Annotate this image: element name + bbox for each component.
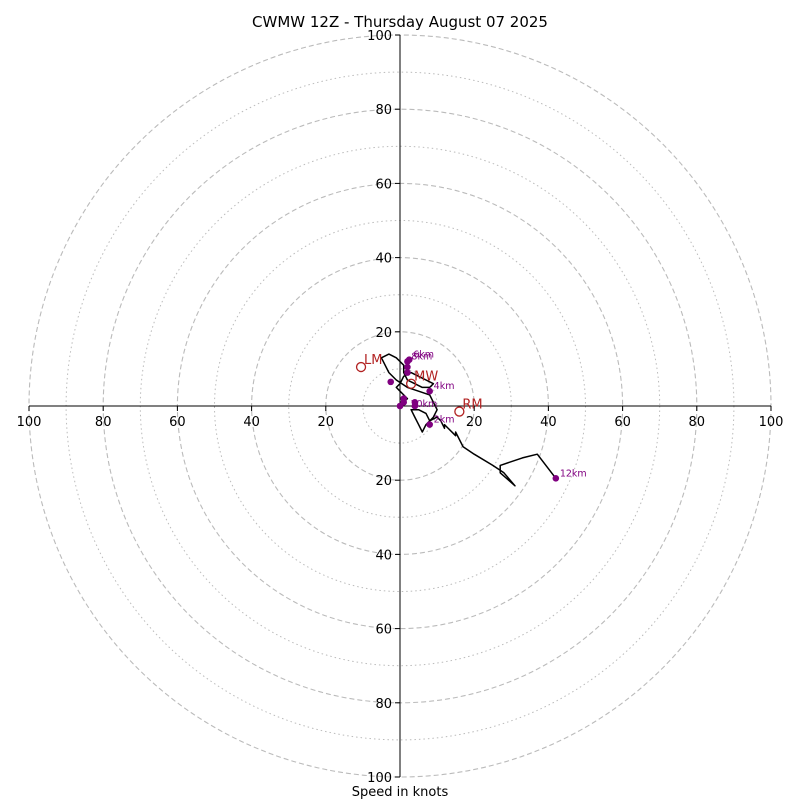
height-marker-label: 2km	[434, 415, 455, 426]
height-marker-point	[426, 421, 433, 428]
wind-trace	[380, 353, 557, 487]
y-tick-label: 60	[375, 623, 392, 638]
y-tick-label: 40	[375, 252, 392, 267]
chart-title: CWMW 12Z - Thursday August 07 2025	[252, 13, 548, 31]
height-marker-point	[426, 387, 433, 395]
storm-motion-markers: LM RM MW	[355, 353, 483, 417]
x-axis-label: Speed in knots	[352, 785, 449, 800]
height-marker-point	[405, 356, 413, 363]
y-tick-label: 60	[375, 177, 392, 192]
storm-motion-label: RM	[462, 398, 482, 413]
x-tick-label: 20	[318, 415, 335, 430]
height-marker-point	[404, 369, 411, 376]
x-tick-label: 40	[540, 415, 557, 430]
y-tick-label: 20	[375, 474, 392, 489]
y-tick-label: 80	[375, 103, 392, 118]
x-tick-label: 60	[614, 415, 631, 430]
height-marker-point	[552, 475, 560, 482]
storm-motion-point	[355, 361, 367, 373]
y-tick-label: 100	[367, 771, 392, 786]
axis-ticks: 100 100 80 80 60 60 40 40 20 20 20 20 40 40 60 60 80 80 10…	[17, 29, 784, 786]
y-tick-label: 100	[367, 29, 392, 44]
height-marker-label: 10km	[410, 399, 437, 410]
x-tick-label: 80	[95, 415, 112, 430]
x-tick-label: 20	[466, 415, 483, 430]
height-marker-point	[411, 398, 419, 406]
trace-line	[380, 353, 557, 487]
storm-motion-point	[454, 406, 465, 417]
height-marker-label: 4km	[434, 381, 455, 392]
storm-motion-label: LM	[364, 353, 382, 368]
x-tick-label: 100	[17, 415, 42, 430]
y-tick-label: 40	[375, 548, 392, 563]
x-tick-label: 60	[169, 415, 186, 430]
y-tick-label: 20	[375, 326, 392, 341]
height-marker-point	[400, 395, 408, 402]
storm-motion-point	[405, 378, 417, 389]
storm-motion-label: MW	[414, 370, 438, 385]
y-tick-label: 80	[375, 697, 392, 712]
height-marker-label: 8km	[411, 351, 432, 362]
x-tick-label: 40	[243, 415, 260, 430]
x-tick-label: 100	[759, 415, 784, 430]
height-marker-point	[404, 363, 411, 371]
height-marker-label: 6km	[413, 350, 434, 361]
height-marker-label: 12km	[560, 468, 587, 479]
height-marker-point	[387, 378, 395, 386]
x-tick-label: 80	[689, 415, 706, 430]
